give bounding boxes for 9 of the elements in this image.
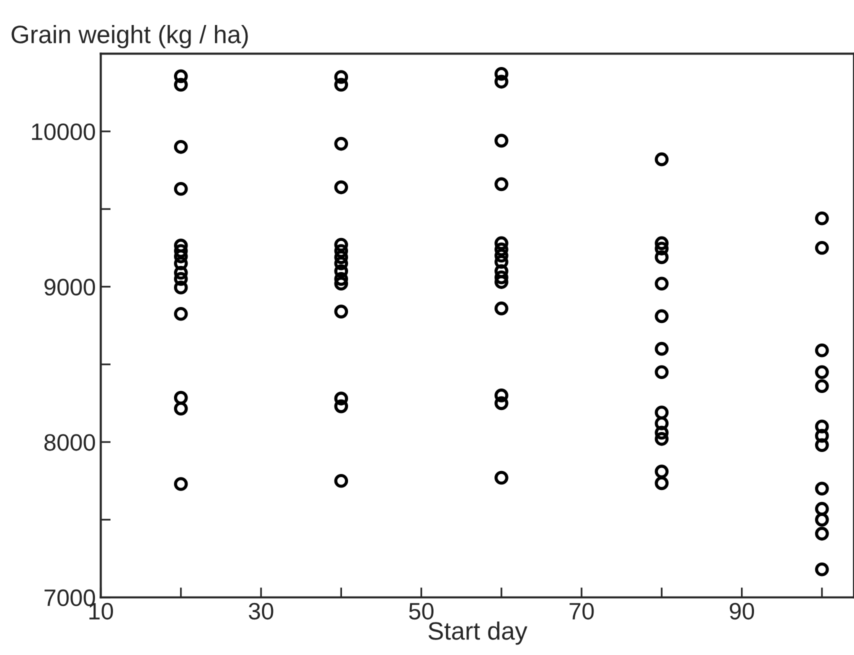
- x-tick-label: 50: [409, 602, 434, 620]
- y-axis-title: Grain weight (kg / ha): [12, 24, 248, 48]
- x-tick-label: 70: [570, 602, 594, 620]
- x-axis-title: Start day: [428, 621, 528, 645]
- y-tick-label: 8000: [44, 434, 95, 451]
- y-tick-label: 10000: [32, 123, 95, 140]
- x-tick-label: 30: [248, 602, 274, 620]
- y-tick-label: 9000: [44, 278, 95, 296]
- x-tick-label: 90: [730, 602, 754, 620]
